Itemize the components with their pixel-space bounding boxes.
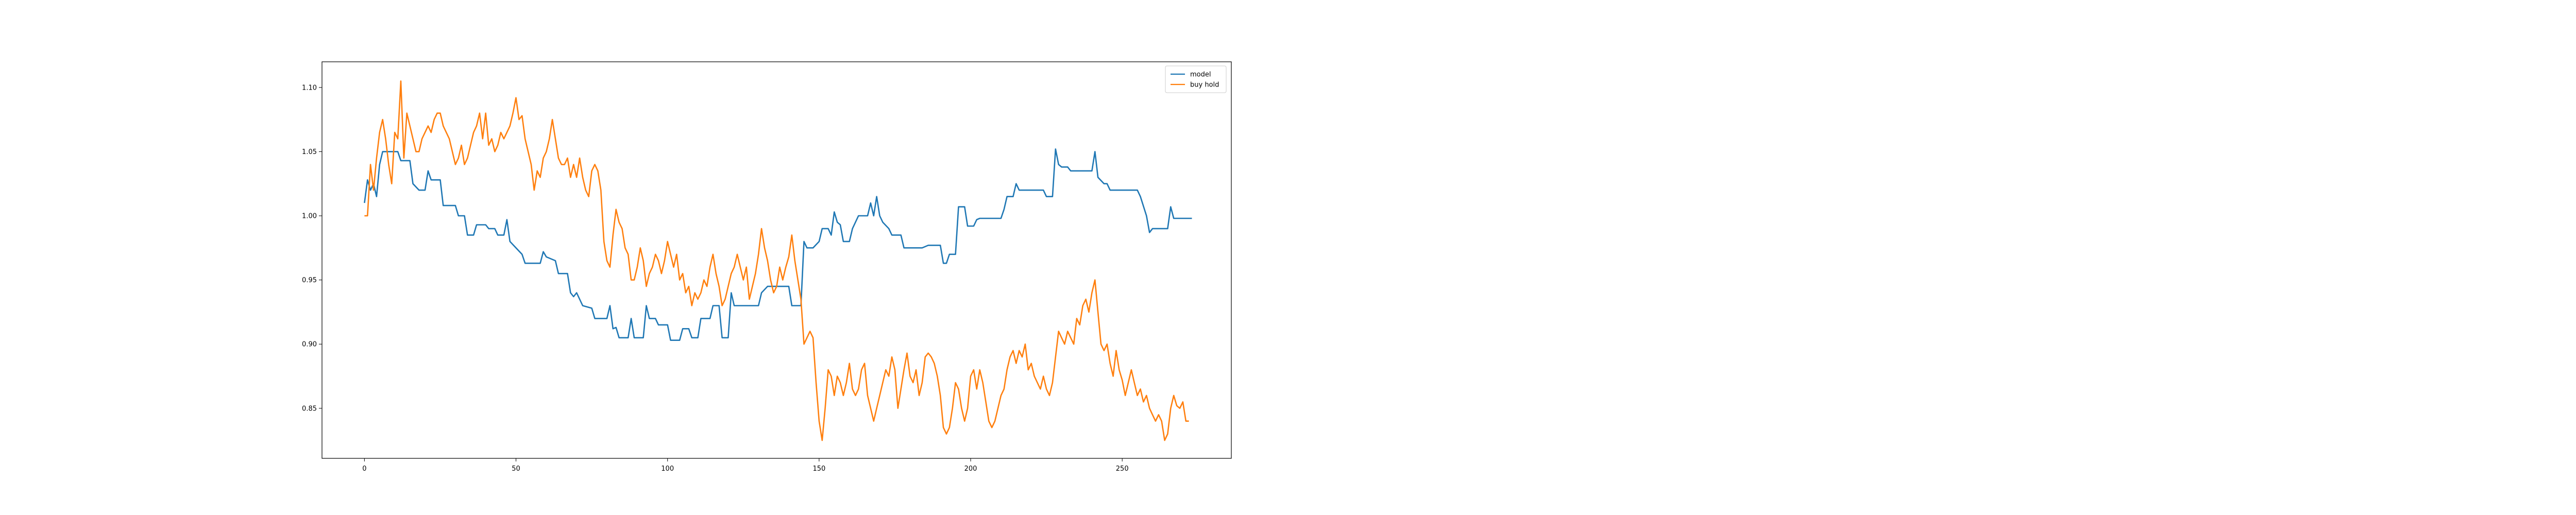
plot-area: [364, 80, 1192, 441]
legend-label-buy-hold: buy hold: [1190, 81, 1219, 89]
series-line-buy-hold: [364, 80, 1189, 441]
x-tick-label: 100: [661, 465, 674, 473]
legend: model buy hold: [1165, 65, 1227, 93]
series-line-model: [364, 148, 1192, 341]
x-tick-label: 250: [1116, 465, 1129, 473]
y-tick-label: 0.90: [302, 341, 317, 349]
x-tick-label: 150: [812, 465, 825, 473]
x-tick-label: 0: [362, 465, 366, 473]
y-axis: 0.85 0.90 0.95 1.00 1.05 1.10: [302, 84, 322, 413]
y-tick-label: 0.95: [302, 277, 317, 284]
y-tick-label: 1.10: [302, 84, 317, 92]
x-axis: 0 50 100 150 200 250: [362, 458, 1129, 473]
y-tick-label: 0.85: [302, 405, 317, 413]
x-tick-label: 50: [512, 465, 520, 473]
y-tick-label: 1.05: [302, 148, 317, 156]
legend-label-model: model: [1190, 71, 1211, 79]
axes-frame: [321, 61, 1232, 459]
x-tick-label: 200: [964, 465, 977, 473]
y-tick-label: 1.00: [302, 213, 317, 220]
legend-box: [1165, 65, 1227, 93]
